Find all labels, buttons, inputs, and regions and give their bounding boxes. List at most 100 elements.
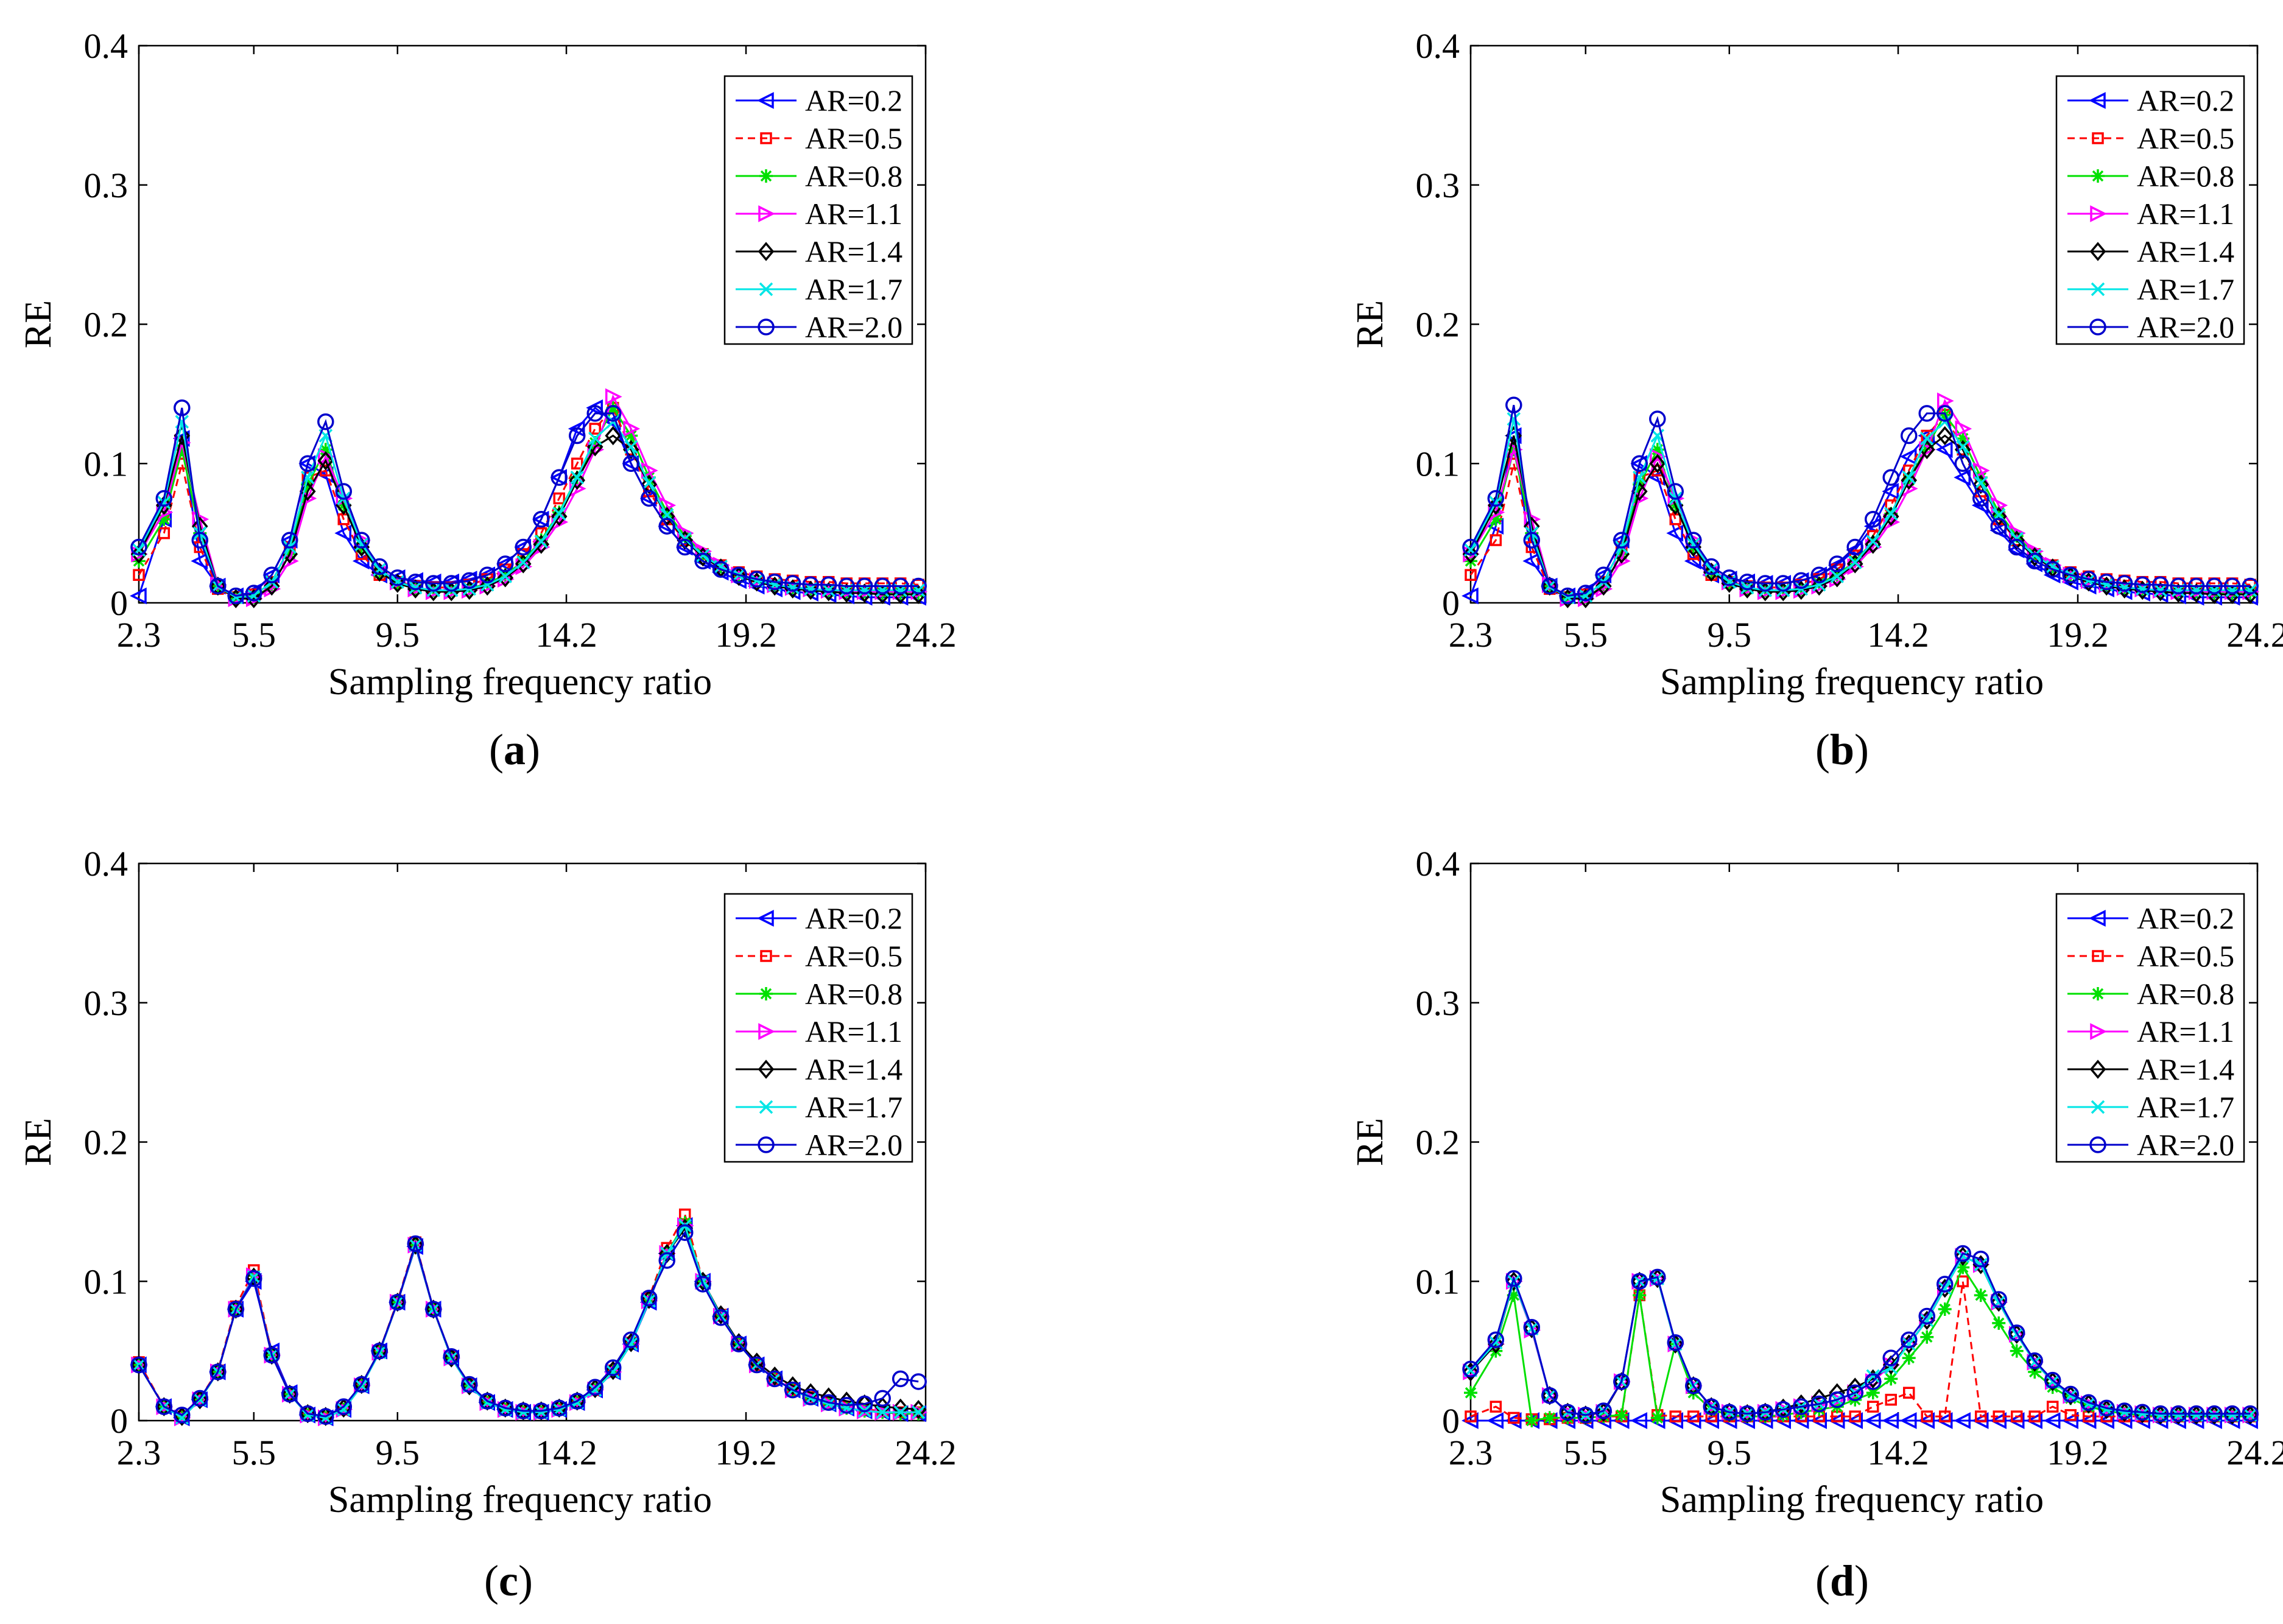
data-point	[586, 1379, 603, 1396]
data-point	[712, 561, 730, 578]
legend-label: AR=0.8	[2137, 159, 2234, 193]
data-point	[1901, 470, 1918, 490]
data-point	[2043, 1412, 2061, 1429]
panel-b: 0 0.1 0.2 0.3 0.4 2.3 5.5 9.5 14.2 19.2 24.2 Sampli…	[1349, 26, 2283, 774]
series-AR-2_0	[1462, 396, 2259, 605]
x-tick-label: 14.2	[535, 615, 597, 655]
legend-label: AR=1.7	[805, 272, 902, 306]
data-point	[2026, 552, 2043, 570]
data-point	[658, 507, 675, 526]
circle-icon	[758, 1136, 775, 1153]
data-point	[1488, 496, 1504, 515]
y-tick-label: 0.1	[1416, 444, 1460, 483]
data-point	[1685, 532, 1702, 549]
y-axis-label: RE	[18, 1118, 59, 1166]
data-point	[1938, 1302, 1952, 1316]
data-point	[1882, 1412, 1899, 1429]
data-point	[1462, 1360, 1479, 1378]
data-point	[2153, 583, 2167, 597]
triangle-right-icon	[2090, 205, 2107, 222]
data-point	[2044, 1371, 2061, 1389]
data-point	[658, 1252, 675, 1269]
x-tick-label: 9.5	[1708, 615, 1752, 655]
data-point	[1989, 1412, 2007, 1429]
x-tick-label: 5.5	[232, 1433, 276, 1472]
data-point	[1687, 1410, 1700, 1422]
y-tick-label: 0.3	[1416, 166, 1460, 205]
data-point	[910, 577, 927, 595]
y-tick-label: 0.3	[84, 983, 128, 1023]
data-point	[2170, 577, 2187, 595]
data-point	[2187, 577, 2205, 595]
legend-label: AR=1.4	[2137, 1052, 2234, 1086]
cross-icon	[2091, 282, 2105, 297]
data-point	[802, 576, 819, 594]
data-point	[1541, 1387, 1558, 1404]
data-point	[1490, 534, 1502, 546]
data-point	[1935, 1412, 1953, 1429]
data-point	[1630, 1412, 1648, 1429]
data-point	[1902, 1387, 1915, 1399]
legend: AR=0.2 AR=0.5 AR=0.8AR=1.1AR=1.4 AR=1.7 AR=2…	[723, 893, 913, 1163]
y-tick-label: 0.4	[1416, 844, 1460, 884]
data-point	[1882, 469, 1899, 486]
legend-item: AR=1.7	[736, 1090, 902, 1124]
data-point	[570, 470, 584, 485]
legend-item: AR=2.0	[736, 310, 902, 344]
data-point	[586, 405, 603, 422]
y-axis-label: RE	[18, 300, 59, 348]
data-point	[479, 1393, 496, 1410]
y-axis-label: RE	[1349, 1118, 1391, 1166]
data-point	[534, 535, 548, 549]
data-point	[1900, 1331, 1918, 1349]
data-point	[1866, 1369, 1880, 1383]
data-point	[1866, 535, 1880, 549]
data-point	[1992, 1316, 2006, 1330]
data-point	[1669, 1410, 1682, 1422]
data-point	[622, 455, 639, 472]
data-point	[532, 1402, 550, 1419]
data-point	[425, 1301, 442, 1318]
legend-item: AR=1.1	[2067, 1014, 2234, 1049]
y-tick-label: 0.2	[1416, 1123, 1460, 1162]
data-point	[569, 480, 586, 497]
data-point	[553, 492, 565, 505]
square-icon	[760, 950, 772, 962]
data-point	[353, 1376, 370, 1393]
data-point	[1793, 1398, 1810, 1415]
data-point	[569, 470, 586, 490]
legend-item: AR=2.0	[736, 1128, 902, 1162]
y-tick-label: 0.4	[1416, 26, 1460, 66]
data-point	[586, 399, 603, 417]
data-point	[1846, 554, 1863, 574]
data-point	[1937, 392, 1954, 410]
data-point	[461, 1376, 478, 1393]
square-icon	[2092, 950, 2104, 962]
data-point	[1465, 569, 1477, 581]
data-point	[712, 1309, 730, 1326]
triangle-right-icon	[758, 205, 775, 222]
x-tick-label: 14.2	[1867, 1433, 1929, 1472]
data-point	[2116, 1402, 2133, 1419]
data-point	[2010, 1344, 2024, 1358]
data-point	[892, 577, 909, 595]
data-point	[263, 576, 280, 596]
data-point	[1849, 1410, 1862, 1422]
data-point	[172, 430, 190, 447]
y-tick-label: 0	[1442, 583, 1460, 623]
data-point	[623, 420, 641, 437]
data-point	[1684, 1412, 1701, 1429]
data-point	[1631, 1273, 1648, 1290]
data-point	[1936, 1276, 1954, 1293]
data-point	[821, 583, 835, 597]
data-point	[2151, 1405, 2169, 1422]
data-point	[1649, 1268, 1666, 1288]
data-point	[730, 1335, 747, 1352]
y-tick-label: 0	[110, 1401, 128, 1441]
data-point	[1631, 455, 1648, 472]
data-point	[2170, 1405, 2187, 1425]
data-point	[2188, 1405, 2205, 1425]
data-point	[694, 1276, 711, 1293]
data-point	[1901, 480, 1918, 497]
data-point	[2098, 573, 2115, 591]
